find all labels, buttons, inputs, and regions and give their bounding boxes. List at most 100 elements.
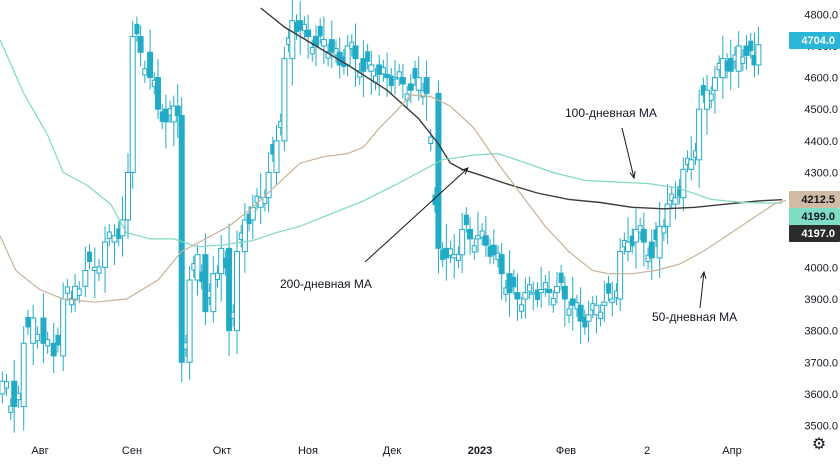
candle-body (625, 241, 632, 253)
candle-body (755, 44, 762, 66)
candle-body (455, 253, 461, 262)
candle-body (632, 228, 639, 243)
price-badge-price (789, 32, 840, 49)
ma-lines-group (0, 7, 787, 303)
candle-body (748, 40, 754, 52)
candle-body (388, 75, 394, 86)
candle-body (415, 77, 422, 91)
candle-body (711, 77, 718, 91)
x-axis: Авг Сен Окт Ноя Дек 2023 Фев 2 Апр (31, 445, 741, 457)
x-tick-label: Апр (722, 445, 741, 457)
candle-body (688, 159, 695, 170)
candle-body (129, 35, 136, 173)
candle-body (64, 286, 70, 294)
candle-body (534, 289, 540, 301)
candle-body (50, 342, 57, 357)
candle-body (106, 231, 112, 239)
candle-body (569, 298, 576, 306)
candle-body (609, 298, 616, 303)
y-tick-label: 4300.0 (804, 167, 838, 179)
candle-body (637, 225, 643, 233)
candle-body (137, 35, 144, 53)
annotation-ma100: 100-дневная MA (565, 106, 657, 120)
candle-body (407, 83, 414, 91)
price-badge-label: 4704.0 (801, 35, 835, 47)
candle-body (522, 292, 529, 300)
candle-body (155, 77, 161, 110)
candle-body (577, 304, 584, 322)
gear-icon[interactable]: ⚙ (811, 436, 827, 453)
candle-body (582, 316, 588, 328)
y-tick-label: 3700.0 (804, 357, 838, 369)
candle-body (423, 77, 430, 94)
price-badge-label: 4212.5 (801, 194, 835, 206)
candle-body (147, 51, 154, 79)
candle-body (396, 71, 402, 79)
candle-body (645, 254, 651, 263)
candle-body (561, 285, 568, 300)
candle-body (368, 64, 375, 72)
candle-body (740, 56, 746, 64)
candle-body (134, 23, 140, 35)
x-tick-label: Окт (213, 445, 232, 457)
candle-body (593, 304, 600, 316)
candle-body (538, 289, 545, 294)
candle-body (76, 288, 82, 296)
candle-body (174, 105, 181, 117)
candle-body (34, 333, 40, 342)
candle-body (124, 171, 131, 221)
candle-body (708, 93, 714, 101)
arrow-ma200-head (461, 167, 469, 175)
arrow-ma100 (621, 127, 635, 179)
candle-body (490, 244, 497, 256)
candle-body (289, 20, 296, 60)
y-tick-label: 3800.0 (804, 326, 838, 338)
y-tick-label: 3500.0 (804, 421, 838, 433)
candle-body (727, 58, 734, 72)
candle-body (309, 47, 315, 55)
y-tick-label: 4400.0 (804, 136, 838, 148)
candle-body (696, 108, 703, 161)
y-tick-label: 4800.0 (804, 9, 838, 21)
price-badge-ma50 (789, 191, 840, 208)
candle-body (428, 136, 434, 144)
candle-body (542, 282, 548, 290)
candle-body (215, 272, 220, 280)
candle-body (519, 304, 525, 312)
candle-body (69, 297, 75, 306)
y-tick-label: 4600.0 (804, 73, 838, 85)
candle-body (30, 317, 37, 344)
candle-body (234, 251, 240, 332)
candle-body (598, 311, 604, 319)
candle-body (664, 203, 671, 227)
arrow-ma100-head (629, 171, 636, 180)
candle-body (111, 235, 118, 243)
price-badge-ma100 (789, 208, 840, 225)
candle-body (142, 68, 148, 76)
candle-body (102, 241, 109, 268)
price-badge-label: 4197.0 (801, 228, 835, 240)
candle-body (241, 219, 248, 253)
annotation-ma200: 200-дневная MA (280, 277, 372, 291)
candle-body (463, 214, 469, 226)
candle-body (648, 241, 655, 259)
candle-body (606, 283, 612, 294)
candle-body (119, 219, 126, 237)
candle-body (482, 235, 489, 246)
x-tick-label: Ноя (298, 445, 318, 457)
candle-body (656, 225, 663, 259)
y-tick-label: 4000.0 (804, 262, 838, 274)
candle-body (87, 251, 93, 263)
candle-body (661, 226, 667, 234)
y-tick-label: 3900.0 (804, 294, 838, 306)
candle-body (194, 254, 201, 281)
candle-body (60, 298, 67, 357)
candle-body (320, 39, 327, 47)
candle-body (514, 292, 521, 300)
candle-body (281, 58, 288, 142)
candle-body (349, 41, 355, 50)
arrow-ma50 (699, 271, 705, 309)
candle-body (301, 23, 307, 32)
